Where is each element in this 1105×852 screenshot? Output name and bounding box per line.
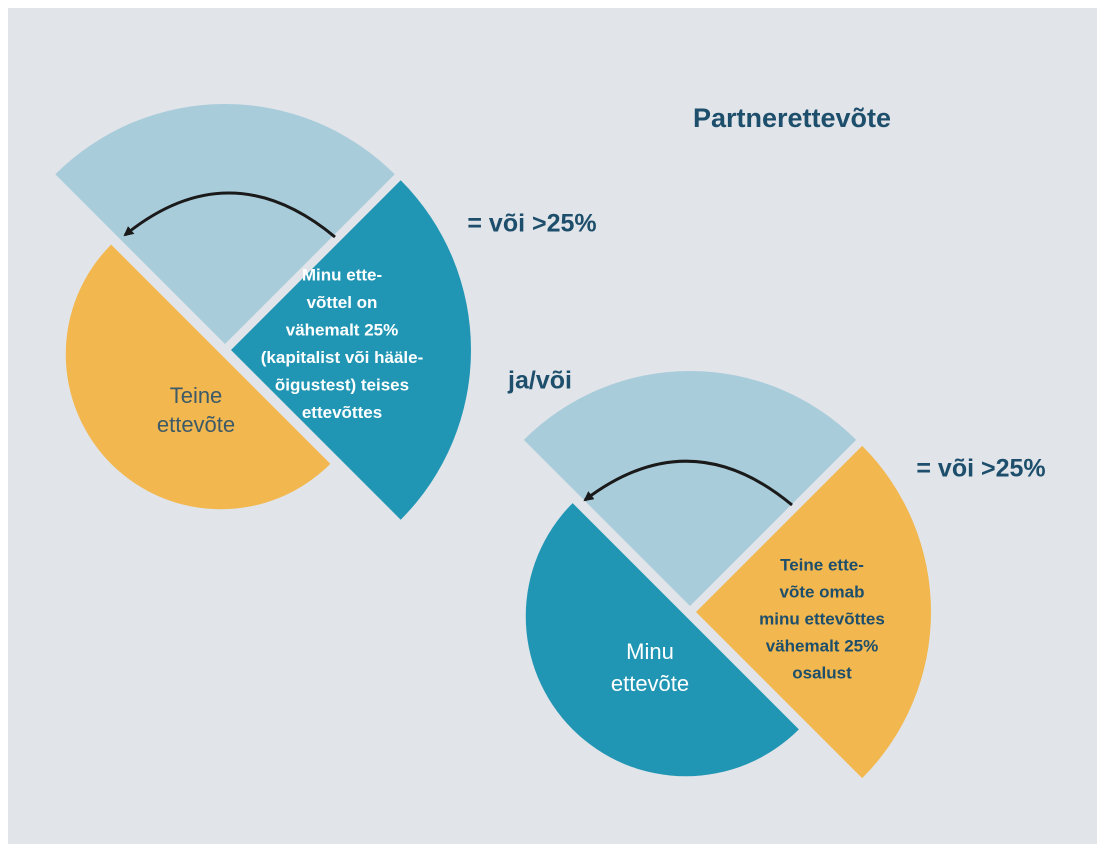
owner-label: osalust: [792, 663, 852, 682]
connector: ja/või: [507, 367, 572, 395]
owner-label: (kapitalist või hääle-: [261, 348, 424, 367]
owner-label: vähemalt 25%: [286, 320, 398, 339]
sector: [525, 503, 799, 777]
sector: [523, 370, 857, 606]
threshold: = või >25%: [467, 210, 596, 238]
owner-label: võttel on: [307, 293, 378, 312]
owner-label: ettevõttes: [302, 403, 382, 422]
owner-label: võte omab: [779, 582, 864, 601]
owner-label: Minu ette-: [302, 265, 382, 284]
owner-label: vähemalt 25%: [766, 636, 878, 655]
company-label: Teine: [170, 383, 223, 408]
arrow: [583, 459, 793, 507]
title: Partnerettevõte: [693, 103, 891, 133]
sector: [55, 104, 395, 345]
threshold: = või >25%: [916, 455, 1045, 483]
sector: [65, 244, 331, 510]
sector: [696, 445, 931, 779]
sector: [231, 180, 472, 520]
owner-label: Teine ette-: [780, 555, 864, 574]
arrow: [123, 191, 336, 239]
owner-label: minu ettevõttes: [759, 609, 885, 628]
company-label: ettevõte: [157, 412, 235, 437]
owner-label: õigustest) teises: [275, 375, 409, 394]
company-label: Minu: [626, 639, 674, 664]
company-label: ettevõte: [611, 671, 689, 696]
